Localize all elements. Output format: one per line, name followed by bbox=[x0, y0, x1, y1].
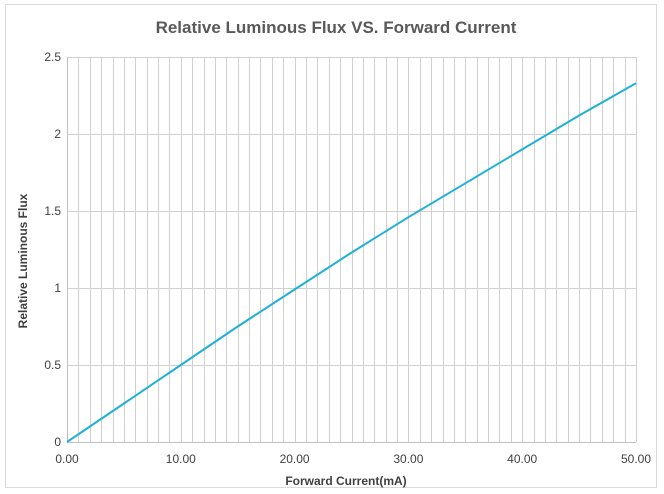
y-tick-label: 2.5 bbox=[44, 50, 61, 64]
chart-frame bbox=[5, 4, 657, 488]
y-tick-label: 0 bbox=[54, 435, 61, 449]
x-tick-label: 30.00 bbox=[393, 452, 423, 466]
y-tick-label: 1.5 bbox=[44, 204, 61, 218]
x-tick-labels: 0.00 10.00 20.00 30.00 40.00 50.00 bbox=[55, 452, 651, 466]
series-line bbox=[66, 82, 637, 443]
x-tick-label: 10.00 bbox=[166, 452, 196, 466]
x-tick-label: 40.00 bbox=[507, 452, 537, 466]
y-tick-label: 0.5 bbox=[44, 358, 61, 372]
y-tick-labels: 0 0.5 1 1.5 2 2.5 bbox=[44, 50, 61, 449]
x-tick-label: 20.00 bbox=[280, 452, 310, 466]
y-tick-label: 1 bbox=[54, 281, 61, 295]
series-group bbox=[66, 82, 637, 443]
x-axis-title: Forward Current(mA) bbox=[285, 474, 406, 488]
y-axis-title: Relative Luminous Flux bbox=[16, 193, 30, 328]
x-tick-label: 50.00 bbox=[621, 452, 651, 466]
grid bbox=[67, 57, 637, 442]
axes bbox=[67, 57, 636, 443]
y-tick-label: 2 bbox=[54, 127, 61, 141]
x-tick-label: 0.00 bbox=[55, 452, 79, 466]
chart-title: Relative Luminous Flux VS. Forward Curre… bbox=[156, 18, 517, 37]
